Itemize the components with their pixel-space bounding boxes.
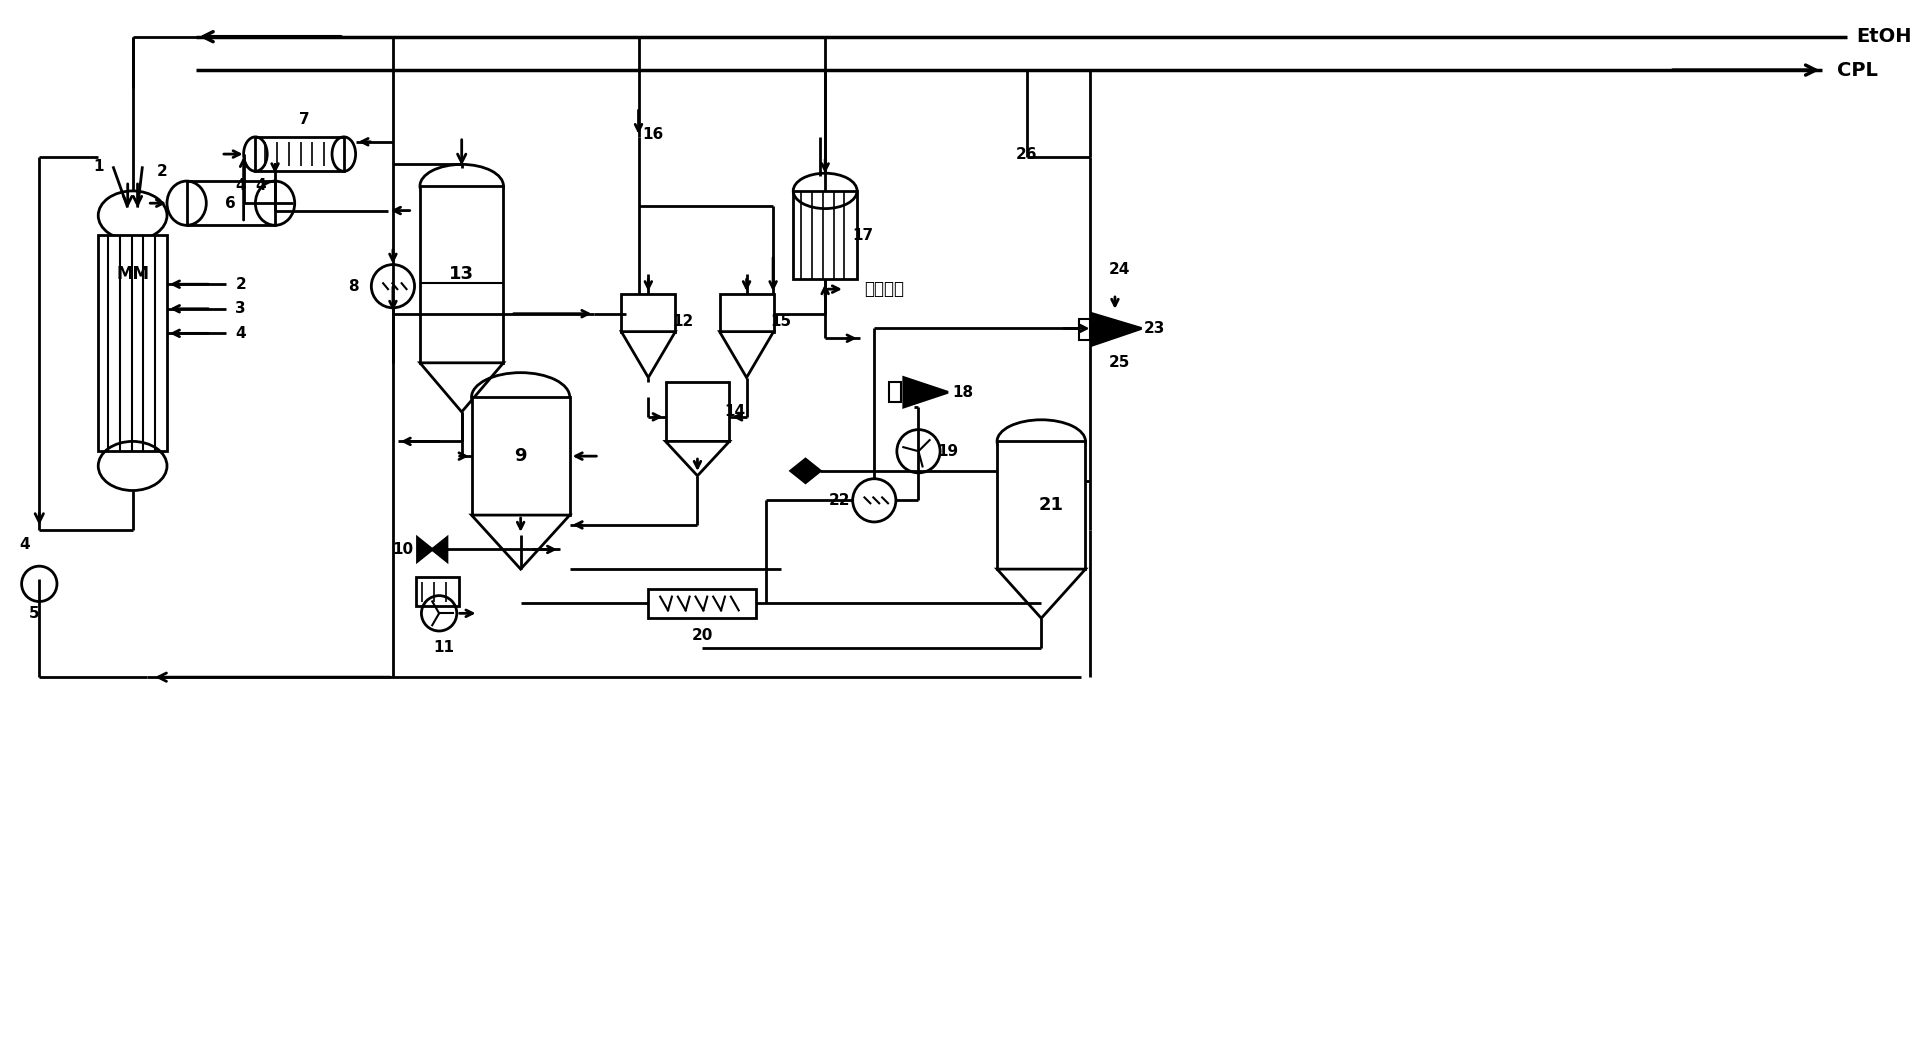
Bar xyxy=(187,181,275,225)
Text: 6: 6 xyxy=(226,195,237,211)
Bar xyxy=(421,186,503,363)
Text: 4: 4 xyxy=(19,537,31,552)
Polygon shape xyxy=(472,515,570,569)
Bar xyxy=(996,442,1086,569)
Bar xyxy=(1078,319,1090,340)
Text: 24: 24 xyxy=(1109,262,1130,277)
Polygon shape xyxy=(792,459,820,483)
Text: 19: 19 xyxy=(937,444,958,459)
Text: 废催化剂: 废催化剂 xyxy=(864,281,904,298)
Text: 12: 12 xyxy=(673,315,694,329)
Polygon shape xyxy=(904,377,948,407)
Polygon shape xyxy=(719,331,774,377)
Bar xyxy=(256,137,344,171)
Text: 5: 5 xyxy=(29,606,40,621)
Bar xyxy=(415,577,459,607)
Text: 21: 21 xyxy=(1038,497,1063,514)
Polygon shape xyxy=(421,363,503,411)
Bar xyxy=(621,294,675,331)
Text: 8: 8 xyxy=(348,278,359,294)
Bar xyxy=(793,191,857,279)
Bar xyxy=(889,382,901,402)
Text: 11: 11 xyxy=(434,640,455,656)
Text: 7: 7 xyxy=(298,112,310,127)
Bar xyxy=(719,294,774,331)
Text: 13: 13 xyxy=(449,265,474,284)
Text: 4: 4 xyxy=(235,326,247,341)
Bar xyxy=(648,589,757,618)
Polygon shape xyxy=(417,537,447,561)
Bar xyxy=(472,397,570,515)
Text: 2: 2 xyxy=(157,164,168,179)
Text: 10: 10 xyxy=(392,542,413,557)
Text: 14: 14 xyxy=(725,404,746,420)
Polygon shape xyxy=(996,569,1086,618)
Text: 20: 20 xyxy=(692,629,713,643)
Text: CPL: CPL xyxy=(1837,60,1878,80)
Text: 4: 4 xyxy=(235,179,247,193)
Bar xyxy=(665,382,728,442)
Text: 22: 22 xyxy=(830,492,851,508)
Text: 9: 9 xyxy=(514,447,528,465)
Text: 18: 18 xyxy=(952,384,973,400)
Text: 2: 2 xyxy=(235,276,247,292)
Polygon shape xyxy=(1092,314,1141,345)
Polygon shape xyxy=(621,331,675,377)
Text: 3: 3 xyxy=(235,301,247,316)
Text: 25: 25 xyxy=(1109,355,1130,370)
Bar xyxy=(98,235,166,451)
Text: 1: 1 xyxy=(94,159,103,174)
Text: 15: 15 xyxy=(771,315,792,329)
Text: 26: 26 xyxy=(1015,148,1038,162)
Text: 4: 4 xyxy=(254,179,266,193)
Text: MM: MM xyxy=(117,265,149,284)
Text: 23: 23 xyxy=(1143,321,1164,336)
Text: 16: 16 xyxy=(642,128,663,142)
Polygon shape xyxy=(665,442,728,476)
Text: EtOH: EtOH xyxy=(1857,27,1912,46)
Text: 17: 17 xyxy=(853,228,874,243)
